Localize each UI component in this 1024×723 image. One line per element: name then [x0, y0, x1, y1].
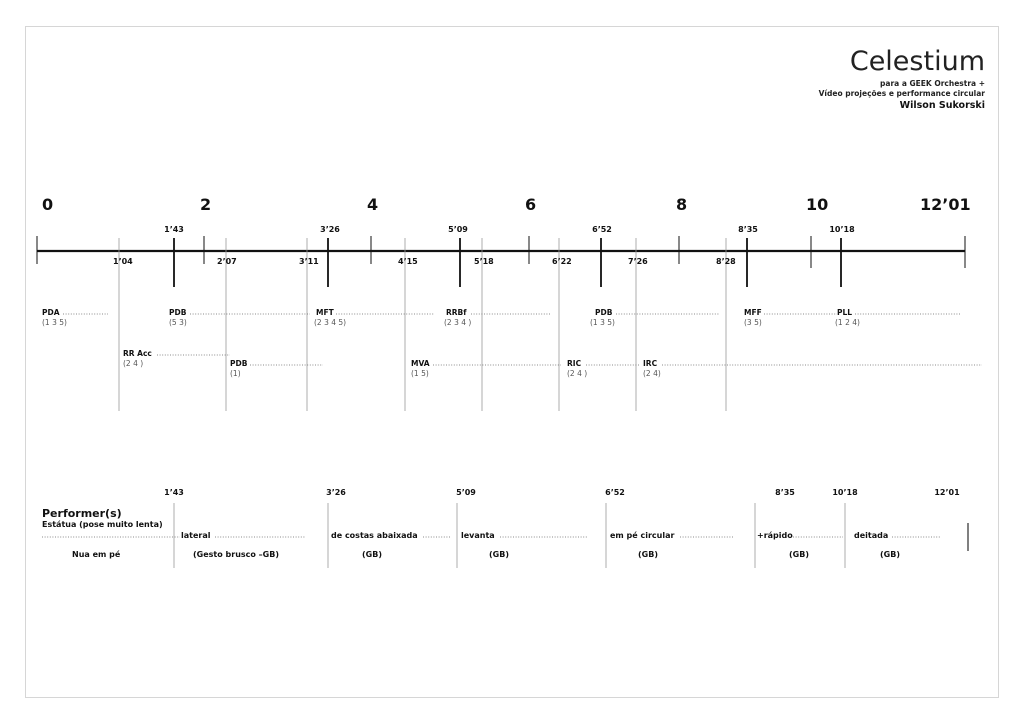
- performer-note: (GB): [362, 550, 382, 559]
- performer-note: (GB): [638, 550, 658, 559]
- instrument-label: PDB: [169, 308, 187, 317]
- performer-time: 12’01: [934, 488, 960, 497]
- performer-time: 10’18: [832, 488, 858, 497]
- lower-time-label: 4’15: [398, 257, 418, 266]
- instrument-groups: (1 2 4): [835, 318, 860, 327]
- performer-action: +rápido: [757, 531, 793, 540]
- instrument-groups: (2 4 ): [567, 369, 587, 378]
- instrument-label: IRC: [643, 359, 658, 368]
- instrument-groups: (2 3 4 5): [314, 318, 346, 327]
- performer-time: 5’09: [456, 488, 476, 497]
- performer-section: 1’43 3’26 5’09 6’52 8’35 10’18 12’01 Per…: [42, 488, 969, 568]
- instrument-groups: (5 3): [169, 318, 187, 327]
- lower-time-label: 5’18: [474, 257, 494, 266]
- minute-mark-8: 8: [676, 195, 687, 214]
- instrument-groups: (1 5): [411, 369, 429, 378]
- cue-lines: [118, 238, 727, 411]
- lower-time-label: 2’07: [217, 257, 237, 266]
- instrument-groups: (1 3 5): [590, 318, 615, 327]
- performer-note: (GB): [489, 550, 509, 559]
- performer-note: (Gesto brusco –GB): [193, 550, 279, 559]
- performer-subheading: Estátua (pose muito lenta): [42, 520, 163, 529]
- minute-mark-6: 6: [525, 195, 536, 214]
- instrument-groups: (2 4): [643, 369, 661, 378]
- instrument-label: PLL: [837, 308, 852, 317]
- composer-name: Wilson Sukorski: [900, 100, 985, 111]
- minute-mark-end: 12’01: [920, 195, 971, 214]
- instrument-label: MVA: [411, 359, 430, 368]
- lower-time-label: 7’26: [628, 257, 648, 266]
- instrument-row-2: RR Acc (2 4 ) PDB (1) MVA (1 5) RIC (2 4…: [123, 349, 982, 378]
- upper-time-label: 10’18: [829, 225, 855, 234]
- performer-action: de costas abaixada: [331, 531, 418, 540]
- instrument-label: PDA: [42, 308, 60, 317]
- upper-time-label: 5’09: [448, 225, 468, 234]
- lower-time-label: 6’22: [552, 257, 572, 266]
- performer-action: em pé circular: [610, 530, 674, 540]
- instrument-groups: (2 4 ): [123, 359, 143, 368]
- performer-heading: Performer(s): [42, 507, 122, 520]
- subtitle-line-2: Vídeo projeções e performance circular: [819, 89, 986, 98]
- lower-time-label: 3’11: [299, 257, 319, 266]
- minute-mark-0: 0: [42, 195, 53, 214]
- instrument-row-1: PDA (1 3 5) PDB (5 3) MFT (2 3 4 5) RRBf…: [42, 308, 960, 327]
- minute-mark-2: 2: [200, 195, 211, 214]
- instrument-label: PDB: [595, 308, 613, 317]
- instrument-label: RIC: [567, 359, 582, 368]
- performer-note: Nua em pé: [72, 549, 121, 559]
- lower-time-label: 8’28: [716, 257, 736, 266]
- minute-mark-4: 4: [367, 195, 378, 214]
- instrument-groups: (1 3 5): [42, 318, 67, 327]
- performer-note: (GB): [880, 550, 900, 559]
- performer-time: 8’35: [775, 488, 795, 497]
- upper-time-label: 1’43: [164, 225, 184, 234]
- performer-time: 3’26: [326, 488, 346, 497]
- subtitle-line-1: para a GEEK Orchestra +: [880, 79, 985, 88]
- instrument-label: MFF: [744, 308, 762, 317]
- performer-note: (GB): [789, 550, 809, 559]
- timeline-axis: [36, 236, 966, 287]
- piece-title: Celestium: [850, 46, 985, 77]
- performer-action: levanta: [461, 531, 495, 540]
- instrument-label: MFT: [316, 308, 335, 317]
- upper-time-label: 8’35: [738, 225, 758, 234]
- instrument-label: RR Acc: [123, 349, 152, 358]
- minute-mark-10: 10: [806, 195, 828, 214]
- upper-time-label: 6’52: [592, 225, 612, 234]
- lower-time-label: 1’04: [113, 257, 133, 266]
- performer-time: 1’43: [164, 488, 184, 497]
- instrument-label: PDB: [230, 359, 248, 368]
- performer-action: deitada: [854, 531, 888, 540]
- score-sheet: [25, 26, 999, 698]
- upper-time-label: 3’26: [320, 225, 340, 234]
- instrument-label: RRBf: [446, 308, 467, 317]
- instrument-groups: (2 3 4 ): [444, 318, 471, 327]
- instrument-groups: (1): [230, 369, 241, 378]
- performer-action: lateral: [181, 531, 211, 540]
- instrument-groups: (3 5): [744, 318, 762, 327]
- performer-time: 6’52: [605, 488, 625, 497]
